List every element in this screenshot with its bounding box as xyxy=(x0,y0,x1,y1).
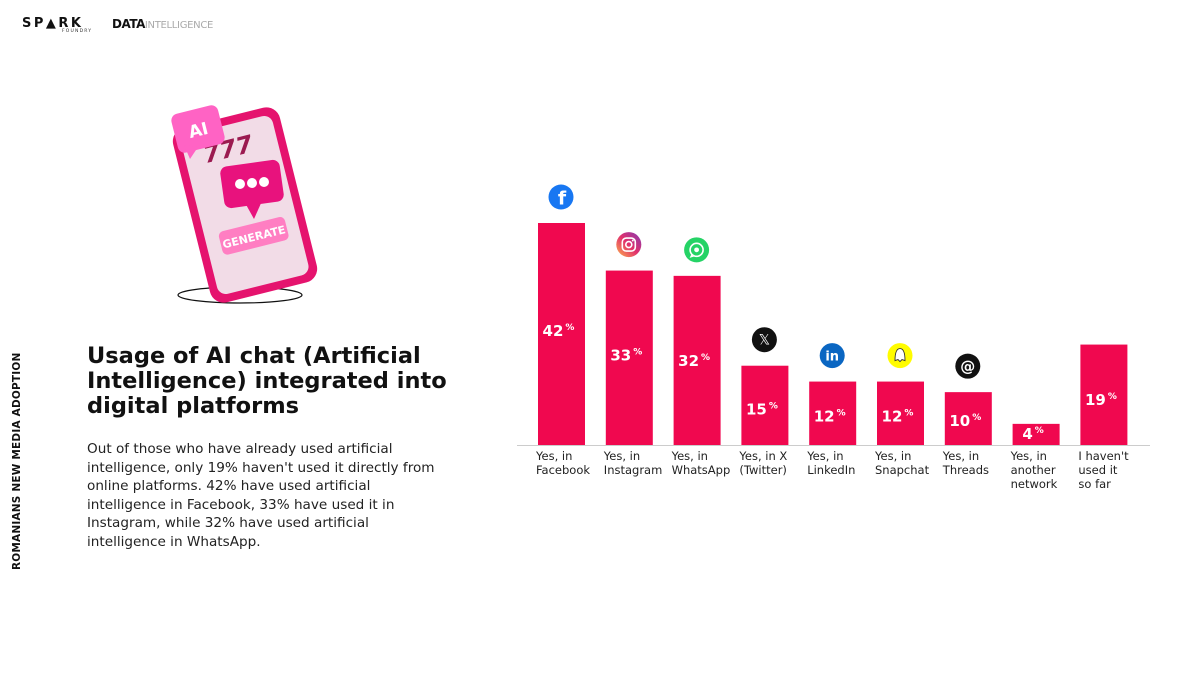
bar-6 xyxy=(877,381,924,445)
category-label-line: Yes, in xyxy=(671,449,708,463)
bar-9 xyxy=(1080,344,1128,445)
category-label-2: Yes, in Instagram xyxy=(604,449,674,477)
category-label-line: LinkedIn xyxy=(807,463,856,477)
category-label-4: Yes, in X (Twitter) xyxy=(739,449,809,477)
data-logo-light: INTELLIGENCE xyxy=(144,20,214,31)
svg-text:@: @ xyxy=(960,358,975,376)
category-label-7: Yes, in Threads xyxy=(943,449,1013,477)
bar-value-label-8: 4% xyxy=(1022,425,1043,443)
ai-phone-illustration: GENERATE 777 AI xyxy=(171,105,318,304)
bar-2 xyxy=(605,270,653,445)
bar-3 xyxy=(673,275,721,445)
data-intelligence-logo: DATAINTELLIGENCE xyxy=(112,17,213,31)
category-label-line: so far xyxy=(1078,477,1111,491)
bar-4 xyxy=(741,365,789,445)
snapchat-icon xyxy=(887,343,913,369)
category-label-line: WhatsApp xyxy=(671,463,731,477)
bar-value-label-9: 19% xyxy=(1085,391,1117,409)
bar-value-label-5: 12% xyxy=(814,407,846,425)
bar-value-label-4: 15% xyxy=(746,400,778,418)
category-label-5: Yes, in LinkedIn xyxy=(807,449,877,477)
bar-value-label-3: 32% xyxy=(678,352,710,370)
data-logo-bold: DATA xyxy=(112,17,145,31)
bar-1 xyxy=(538,223,585,445)
category-label-line: Yes, in xyxy=(807,449,844,463)
category-label-line: Threads xyxy=(942,463,989,477)
instagram-icon xyxy=(616,232,642,258)
category-label-line: Yes, in xyxy=(942,449,980,463)
category-label-line: Yes, in X xyxy=(739,449,788,463)
category-label-line: Yes, in xyxy=(536,449,573,463)
svg-text:AI: AI xyxy=(187,119,211,143)
category-label-line: Yes, in xyxy=(875,449,912,463)
spark-logo-subtext: FOUNDRY xyxy=(62,29,93,34)
x-icon: 𝕏 xyxy=(751,327,777,353)
category-label-line: Yes, in xyxy=(1010,449,1047,463)
threads-icon: @ xyxy=(955,353,981,379)
bar-5 xyxy=(809,381,857,445)
whatsapp-icon xyxy=(684,237,710,263)
category-label-line: (Twitter) xyxy=(739,463,787,477)
bar-value-label-6: 12% xyxy=(882,407,914,425)
category-label-8: Yes, in another network xyxy=(1011,449,1081,491)
category-label-line: Instagram xyxy=(603,463,663,477)
facebook-icon: f xyxy=(548,184,574,210)
description-text: Out of those who have already used artif… xyxy=(87,441,435,550)
spark-logo-text: SP▲RK xyxy=(22,16,84,31)
category-label-line: another xyxy=(1010,463,1056,477)
category-label-9: I haven't used it so far xyxy=(1078,449,1148,491)
svg-text:𝕏: 𝕏 xyxy=(759,333,770,349)
category-label-3: Yes, in WhatsApp xyxy=(672,449,742,477)
category-label-line: I haven't xyxy=(1078,449,1129,463)
category-label-line: Facebook xyxy=(536,463,591,477)
bar-value-label-1: 42% xyxy=(543,322,575,340)
category-label-line: Snapchat xyxy=(875,463,930,477)
svg-text:f: f xyxy=(558,188,567,210)
bar-value-label-2: 33% xyxy=(610,347,642,365)
category-label-6: Yes, in Snapchat xyxy=(875,449,945,477)
page-title: Usage of AI chat (Artificial Intelligenc… xyxy=(87,343,447,419)
bar-7 xyxy=(944,392,992,445)
category-label-line: Yes, in xyxy=(603,449,641,463)
bar-8 xyxy=(1012,423,1060,445)
category-label-1: Yes, in Facebook xyxy=(536,449,606,477)
category-label-line: used it xyxy=(1078,463,1118,477)
bar-value-label-7: 10% xyxy=(949,412,981,430)
svg-text:in: in xyxy=(825,350,839,365)
linkedin-icon: in xyxy=(819,343,845,369)
category-label-line: network xyxy=(1010,477,1058,491)
